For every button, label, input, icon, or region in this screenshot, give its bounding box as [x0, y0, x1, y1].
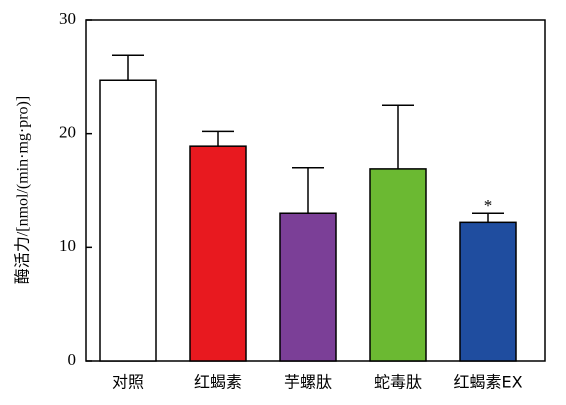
bar — [99, 79, 157, 362]
x-tick-label: 对照 — [112, 373, 144, 392]
y-tick-label: 10 — [59, 236, 76, 255]
annotation: * — [484, 196, 493, 215]
x-tick-label: 蛇毒肽 — [374, 373, 422, 392]
bar — [369, 168, 427, 362]
x-tick-label: 红蝎素EX — [453, 373, 522, 392]
x-tick-label: 芋螺肽 — [284, 373, 332, 392]
y-tick-label: 30 — [59, 9, 76, 28]
bar — [189, 145, 247, 362]
x-tick-label: 红蝎素 — [194, 373, 242, 392]
y-axis-label: 酶活力/[nmol/(min·mg·pro)] — [14, 96, 32, 284]
bar — [459, 221, 517, 362]
y-tick-label: 0 — [68, 350, 77, 369]
bar — [279, 212, 337, 362]
y-tick-label: 20 — [59, 123, 76, 142]
